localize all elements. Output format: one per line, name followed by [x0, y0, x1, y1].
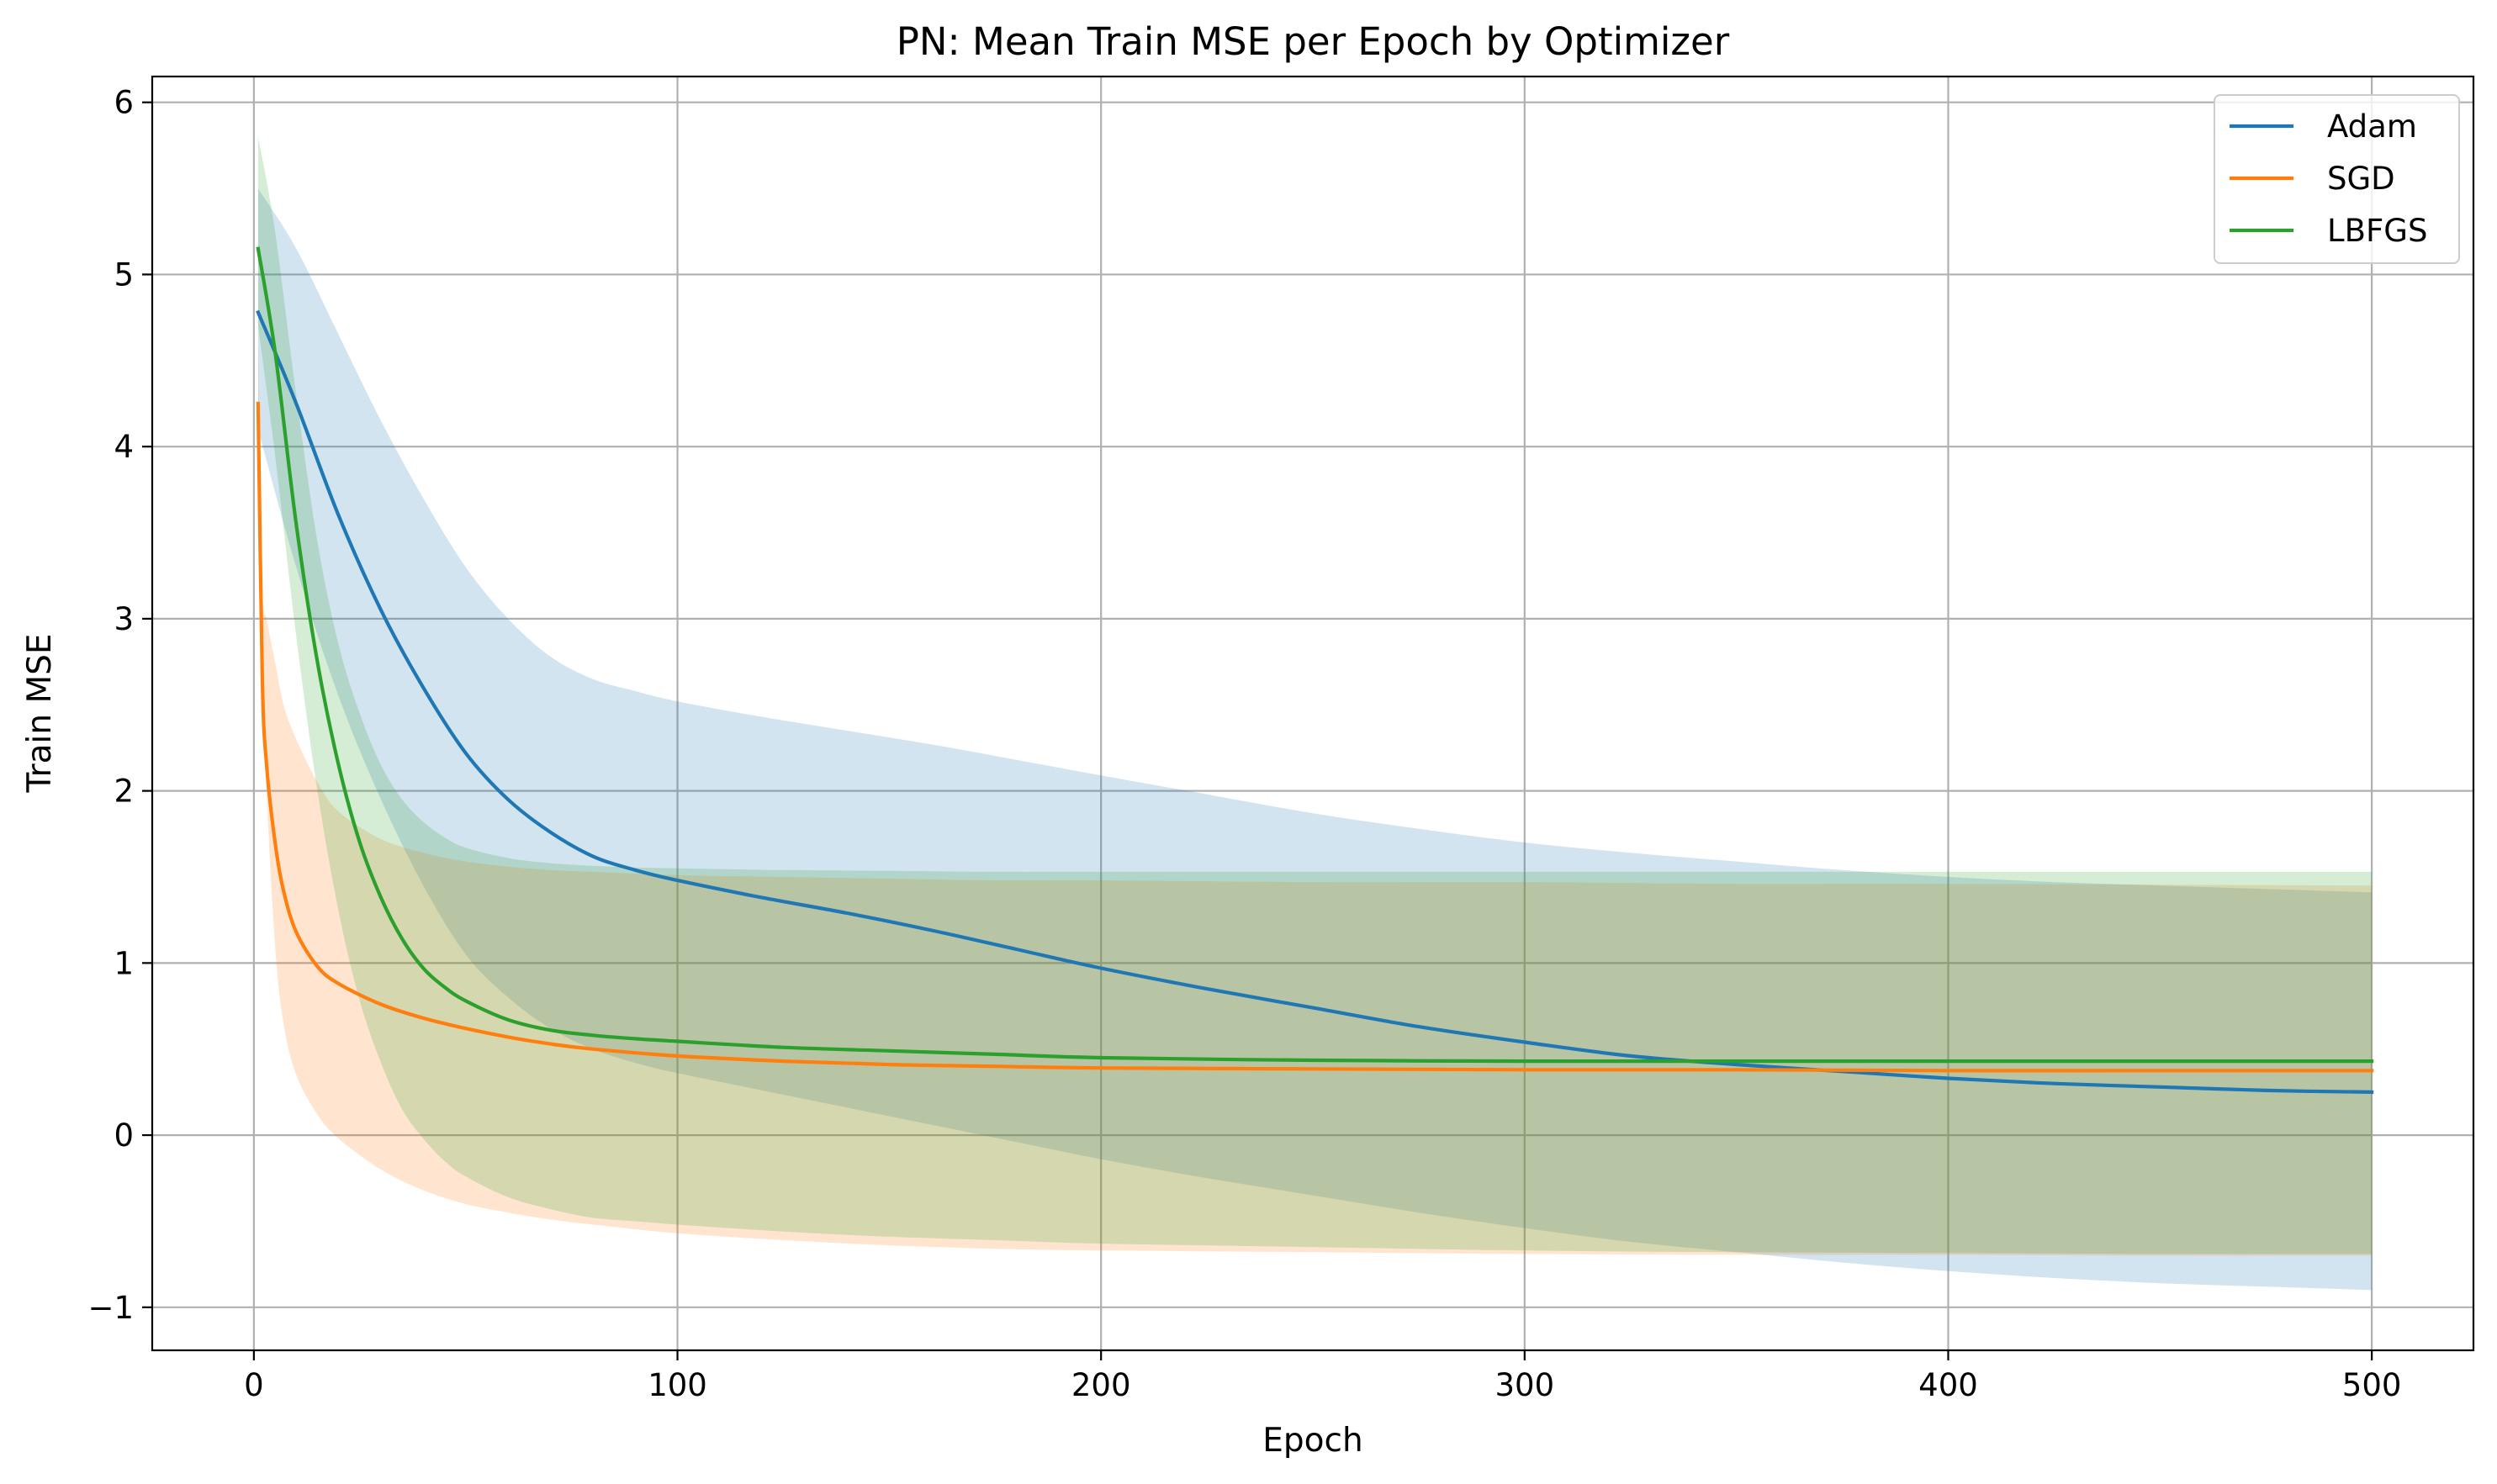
y-axis-label: Train MSE: [21, 633, 59, 793]
x-tick-label: 500: [2342, 1367, 2402, 1403]
lbfgs-mean-line: [256, 246, 2374, 1064]
x-tick-label: 200: [1071, 1367, 1131, 1403]
axis-ticks: 0 100 200 300 400 500 −1 0 1 2 3 4 5 6: [87, 85, 2401, 1403]
plot-frame: [151, 75, 2475, 1352]
chart-title: PN: Mean Train MSE per Epoch by Optimize…: [897, 19, 1730, 64]
grid-layer: [152, 77, 2473, 1350]
y-tick-label: 0: [114, 1117, 134, 1154]
x-axis-label: Epoch: [1262, 1422, 1362, 1460]
series-lines: [256, 246, 2374, 1095]
adam-std-band: [257, 188, 2373, 1291]
sgd-std-band: [257, 325, 2373, 1256]
sgd-mean-line: [256, 401, 2374, 1073]
lbfgs-std-band: [257, 136, 2373, 1254]
adam-mean-line: [256, 309, 2374, 1095]
legend-box: [2214, 94, 2460, 264]
legend: Adam SGD LBFGS: [2214, 94, 2460, 264]
legend-label-adam: Adam: [2327, 108, 2417, 145]
y-tick-label: −1: [87, 1290, 134, 1326]
y-tick-label: 4: [114, 429, 134, 465]
x-tick-label: 100: [648, 1367, 707, 1403]
y-tick-label: 6: [114, 85, 134, 121]
y-tick-label: 2: [114, 774, 134, 810]
x-tick-label: 400: [1918, 1367, 1978, 1403]
x-tick-label: 300: [1495, 1367, 1555, 1403]
legend-label-sgd: SGD: [2327, 161, 2395, 197]
y-tick-label: 5: [114, 256, 134, 293]
x-tick-label: 0: [244, 1367, 264, 1403]
y-tick-label: 3: [114, 601, 134, 637]
y-tick-label: 1: [114, 945, 134, 981]
confidence-bands: [257, 136, 2373, 1291]
legend-label-lbfgs: LBFGS: [2327, 213, 2427, 249]
